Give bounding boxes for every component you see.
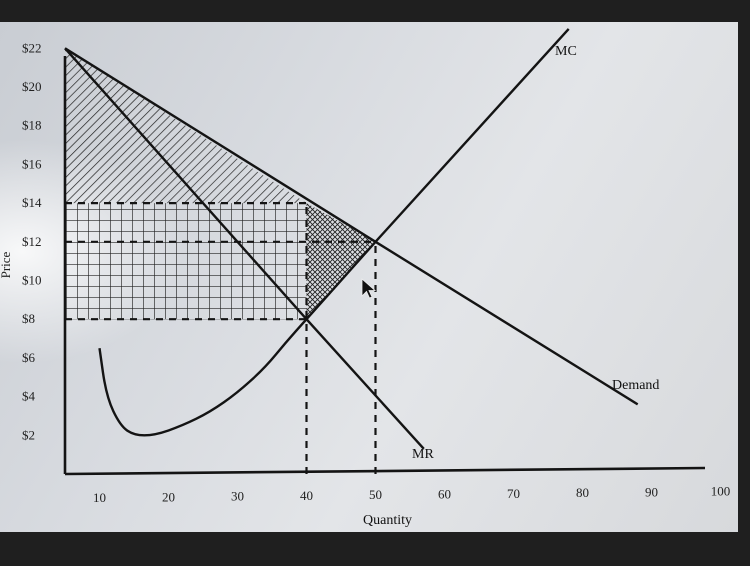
y-axis-label: Price (0, 251, 13, 278)
y-tick-label: $4 (22, 389, 36, 404)
average-cost-curve (98, 318, 308, 437)
y-tick-label: $16 (22, 156, 42, 171)
x-tick-label: 50 (369, 487, 382, 502)
y-tick-label: $10 (22, 273, 42, 288)
x-tick-label: 90 (645, 484, 658, 499)
x-tick-label: 30 (231, 489, 244, 504)
y-tick-label: $20 (22, 79, 42, 94)
x-tick-label: 80 (576, 485, 589, 500)
x-axis-label: Quantity (363, 513, 412, 528)
series-lines (64, 28, 639, 450)
reference-lines (65, 202, 377, 474)
x-tick-label: 100 (711, 484, 731, 499)
y-tick-label: $12 (22, 234, 42, 249)
y-tick-label: $8 (22, 311, 35, 326)
y-tick-label: $22 (22, 40, 42, 55)
demand-supply-chart: $2 $4 $6 $8 $10 $12 $14 $16 $18 $20 $22 10 20 30 40 50 6… (0, 22, 738, 532)
y-tick-label: $18 (22, 118, 42, 133)
series-labels: Quantity Price Demand MR MC (0, 44, 659, 528)
x-axis (64, 466, 706, 476)
photo-frame: $2 $4 $6 $8 $10 $12 $14 $16 $18 $20 $22 10 20 30 40 50 6… (0, 22, 738, 532)
demand-label: Demand (612, 378, 659, 393)
x-tick-label: 60 (438, 487, 451, 502)
x-tick-label: 40 (300, 488, 313, 503)
producer-surplus-region (65, 203, 307, 320)
mouse-cursor-icon (361, 278, 377, 299)
tick-labels: $2 $4 $6 $8 $10 $12 $14 $16 $18 $20 $22 10 20 30 40 50 6… (22, 40, 730, 505)
y-tick-label: $6 (22, 350, 36, 365)
y-tick-label: $14 (22, 195, 42, 210)
deadweight-loss-region (306, 203, 376, 320)
mc-label: MC (555, 44, 577, 59)
mr-label: MR (412, 447, 434, 462)
y-tick-label: $2 (22, 427, 35, 442)
axes (63, 56, 706, 476)
x-tick-label: 70 (507, 486, 520, 501)
x-tick-label: 10 (93, 490, 106, 505)
mc-line (305, 28, 570, 320)
x-tick-label: 20 (162, 489, 175, 504)
